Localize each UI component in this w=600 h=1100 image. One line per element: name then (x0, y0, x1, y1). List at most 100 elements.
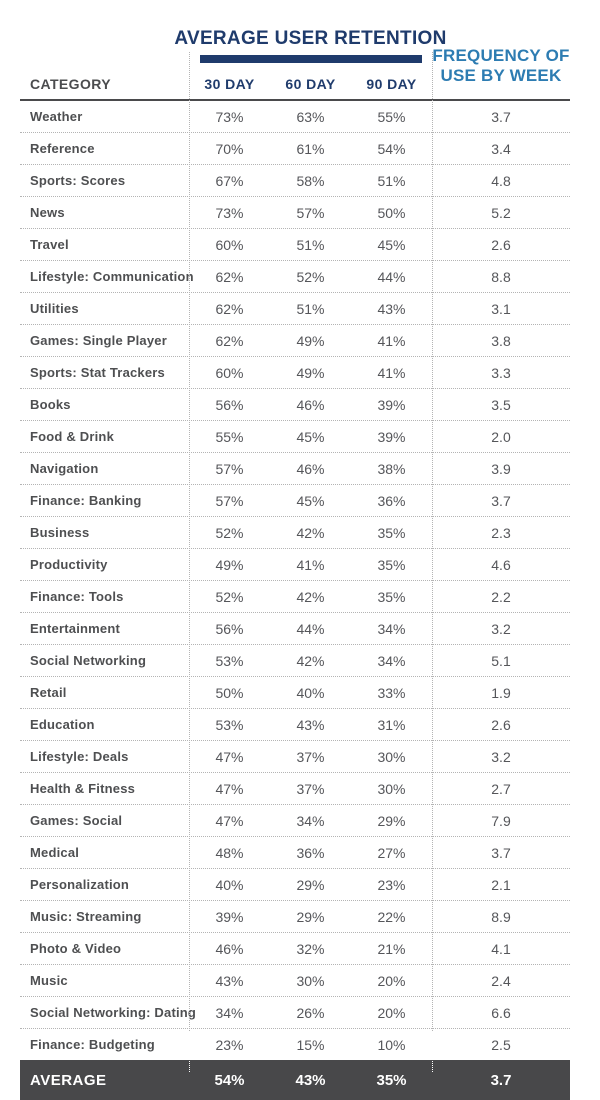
frequency-cell: 2.1 (491, 876, 511, 893)
frequency-cell: 3.7 (491, 844, 511, 861)
frequency-cell: 4.6 (491, 556, 511, 573)
retention-90-day-cell: 50% (377, 204, 406, 221)
retention-90-day-cell: 10% (377, 1036, 406, 1053)
retention-30-day-cell: 49% (215, 556, 244, 573)
column-separator-left-average-segment (189, 1031, 190, 1072)
retention-90-day-cell: 30% (377, 748, 406, 765)
frequency-cell: 3.4 (491, 140, 511, 157)
retention-30-day-cell: 57% (215, 492, 244, 509)
average-60-day-value: 43% (295, 1072, 326, 1089)
frequency-cell: 3.2 (491, 620, 511, 637)
average-row-label: AVERAGE (30, 1072, 107, 1089)
table-row: Travel 60% 51% 45% 2.6 (20, 229, 570, 261)
frequency-cell: 3.7 (491, 108, 511, 125)
retention-60-day-cell: 52% (296, 268, 325, 285)
retention-30-day-cell: 52% (215, 524, 244, 541)
retention-30-day-cell: 53% (215, 716, 244, 733)
table-row: Finance: Budgeting 23% 15% 10% 2.5 (20, 1029, 570, 1060)
retention-60-day-cell: 41% (296, 556, 325, 573)
retention-60-day-cell: 37% (296, 780, 325, 797)
table-row: Retail 50% 40% 33% 1.9 (20, 677, 570, 709)
category-cell: Lifestyle: Communication (30, 269, 194, 284)
category-cell: Health & Fitness (30, 781, 136, 796)
frequency-cell: 3.7 (491, 492, 511, 509)
column-header-90-day: 90 DAY (366, 76, 417, 92)
category-cell: Business (30, 525, 90, 540)
retention-60-day-cell: 49% (296, 364, 325, 381)
frequency-cell: 2.6 (491, 716, 511, 733)
frequency-cell: 3.5 (491, 396, 511, 413)
retention-30-day-cell: 73% (215, 108, 244, 125)
retention-90-day-cell: 43% (377, 300, 406, 317)
category-cell: Sports: Stat Trackers (30, 365, 165, 380)
retention-30-day-cell: 48% (215, 844, 244, 861)
table-row: Social Networking: Dating 34% 26% 20% 6.… (20, 997, 570, 1029)
retention-90-day-cell: 41% (377, 364, 406, 381)
category-cell: Retail (30, 685, 67, 700)
frequency-cell: 2.4 (491, 972, 511, 989)
table-row: Lifestyle: Communication 62% 52% 44% 8.8 (20, 261, 570, 293)
average-90-day-value: 35% (376, 1072, 407, 1089)
frequency-header-line1: FREQUENCY OF (432, 46, 570, 65)
column-separator-right-average-segment (432, 1031, 433, 1072)
retention-30-day-cell: 46% (215, 940, 244, 957)
retention-60-day-cell: 42% (296, 652, 325, 669)
day-column-headers: 30 DAY 60 DAY 90 DAY (189, 76, 432, 92)
category-cell: Medical (30, 845, 80, 860)
frequency-cell: 2.0 (491, 428, 511, 445)
retention-90-day-cell: 21% (377, 940, 406, 957)
frequency-cell: 3.3 (491, 364, 511, 381)
retention-30-day-cell: 40% (215, 876, 244, 893)
category-cell: Lifestyle: Deals (30, 749, 129, 764)
table-row: Lifestyle: Deals 47% 37% 30% 3.2 (20, 741, 570, 773)
frequency-cell: 2.6 (491, 236, 511, 253)
frequency-cell: 3.9 (491, 460, 511, 477)
frequency-cell: 2.5 (491, 1036, 511, 1053)
retention-30-day-cell: 62% (215, 332, 244, 349)
retention-60-day-cell: 49% (296, 332, 325, 349)
retention-90-day-cell: 33% (377, 684, 406, 701)
table-row: Utilities 62% 51% 43% 3.1 (20, 293, 570, 325)
retention-60-day-cell: 46% (296, 460, 325, 477)
retention-90-day-cell: 20% (377, 1004, 406, 1021)
retention-60-day-cell: 51% (296, 300, 325, 317)
retention-90-day-cell: 44% (377, 268, 406, 285)
retention-60-day-cell: 36% (296, 844, 325, 861)
retention-90-day-cell: 34% (377, 620, 406, 637)
retention-90-day-cell: 22% (377, 908, 406, 925)
frequency-cell: 3.8 (491, 332, 511, 349)
category-cell: Entertainment (30, 621, 121, 636)
retention-30-day-cell: 52% (215, 588, 244, 605)
category-cell: Food & Drink (30, 429, 115, 444)
table-row: Social Networking 53% 42% 34% 5.1 (20, 645, 570, 677)
average-30-day-value: 54% (214, 1072, 245, 1089)
table-row: Business 52% 42% 35% 2.3 (20, 517, 570, 549)
retention-60-day-cell: 26% (296, 1004, 325, 1021)
retention-30-day-cell: 47% (215, 748, 244, 765)
category-cell: Travel (30, 237, 69, 252)
retention-60-day-cell: 45% (296, 492, 325, 509)
retention-60-day-cell: 44% (296, 620, 325, 637)
category-cell: Finance: Banking (30, 493, 142, 508)
retention-90-day-cell: 35% (377, 524, 406, 541)
frequency-cell: 3.2 (491, 748, 511, 765)
retention-30-day-cell: 67% (215, 172, 244, 189)
retention-60-day-cell: 46% (296, 396, 325, 413)
retention-60-day-cell: 51% (296, 236, 325, 253)
retention-60-day-cell: 15% (296, 1036, 325, 1053)
category-cell: Photo & Video (30, 941, 122, 956)
table-row: Medical 48% 36% 27% 3.7 (20, 837, 570, 869)
table-row: Reference 70% 61% 54% 3.4 (20, 133, 570, 165)
retention-90-day-cell: 55% (377, 108, 406, 125)
category-cell: Navigation (30, 461, 99, 476)
category-cell: Personalization (30, 877, 130, 892)
retention-60-day-cell: 29% (296, 908, 325, 925)
title-underline-bar (200, 55, 422, 63)
table-row: Music: Streaming 39% 29% 22% 8.9 (20, 901, 570, 933)
retention-30-day-cell: 39% (215, 908, 244, 925)
frequency-cell: 7.9 (491, 812, 511, 829)
retention-30-day-cell: 62% (215, 268, 244, 285)
retention-90-day-cell: 35% (377, 588, 406, 605)
retention-90-day-cell: 51% (377, 172, 406, 189)
frequency-header-line2: USE BY WEEK (440, 66, 562, 85)
